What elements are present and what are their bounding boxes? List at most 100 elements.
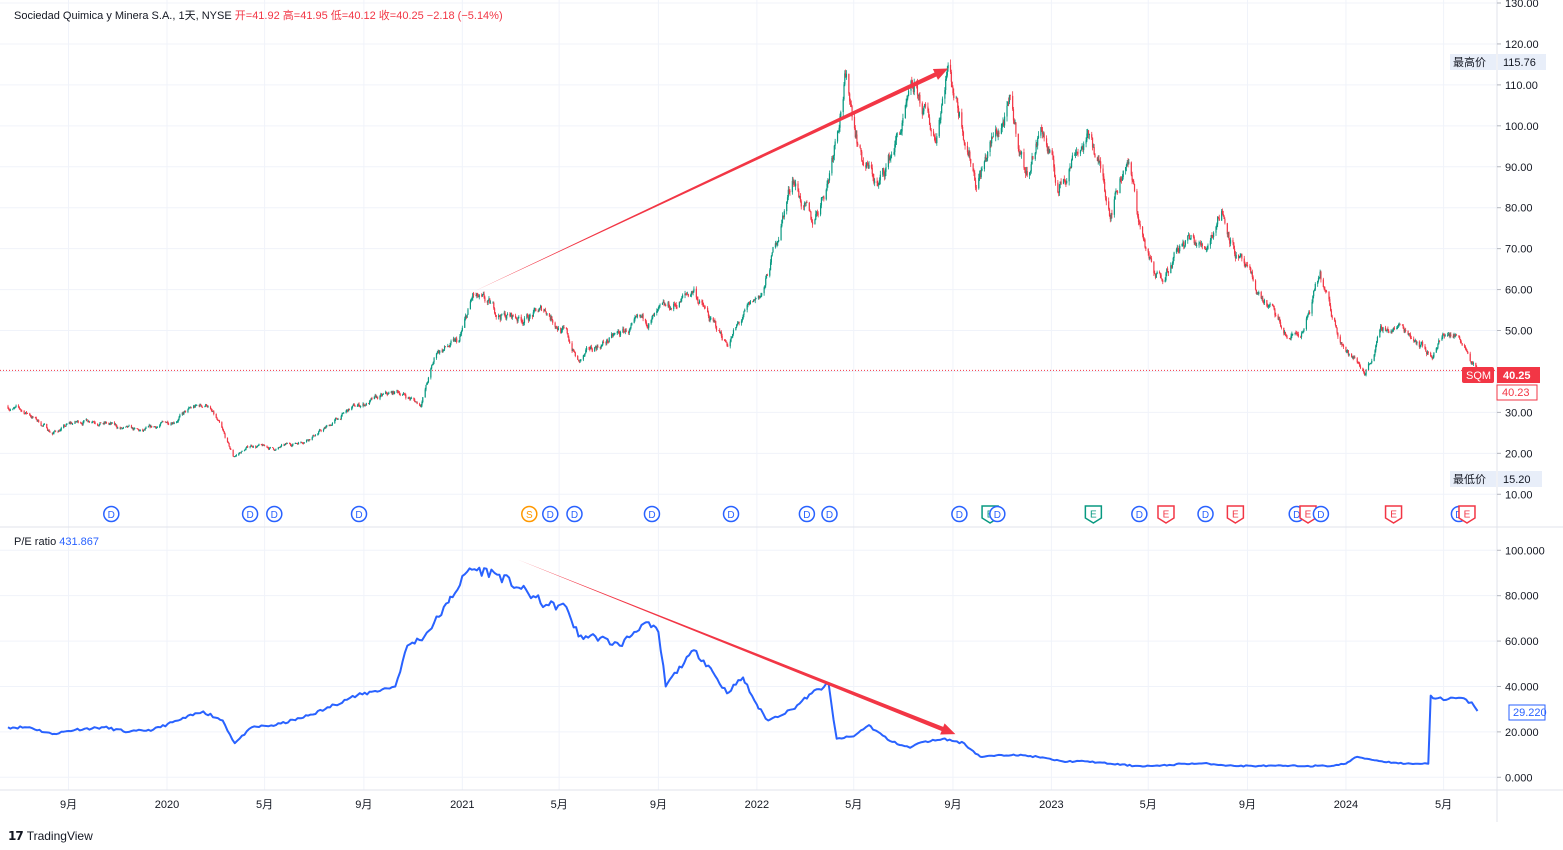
candle-body bbox=[857, 143, 859, 146]
pe-axis[interactable]: 0.000 20.000 40.000 60.000 80.000 100.000 bbox=[1497, 545, 1545, 784]
candle-body bbox=[1345, 346, 1347, 352]
candle-body bbox=[599, 347, 601, 349]
candle-body bbox=[1254, 280, 1257, 290]
candle-body bbox=[1285, 335, 1287, 337]
candle-body bbox=[1093, 147, 1095, 155]
candle-body bbox=[292, 443, 294, 446]
candle-body bbox=[879, 174, 881, 181]
candle-body bbox=[149, 425, 151, 428]
event-marker-d[interactable]: D bbox=[643, 505, 661, 523]
candle-body bbox=[477, 296, 480, 298]
candle-body bbox=[368, 401, 371, 404]
candle-body bbox=[290, 444, 292, 447]
candle-body bbox=[923, 107, 925, 112]
candle-body bbox=[295, 443, 297, 444]
candle-body bbox=[1249, 265, 1251, 268]
event-marker-d[interactable]: D bbox=[1197, 505, 1214, 523]
event-marker-d[interactable]: D bbox=[350, 505, 368, 523]
candle-body bbox=[1337, 332, 1339, 337]
candle-body bbox=[769, 270, 771, 276]
candle-body bbox=[950, 71, 952, 82]
candle-body bbox=[1306, 316, 1308, 319]
candle-body bbox=[583, 355, 585, 357]
candle-body bbox=[887, 155, 889, 168]
candle-body bbox=[667, 302, 669, 307]
candle-body bbox=[1198, 242, 1200, 246]
event-markers[interactable]: DDDDSDDDDDDDEDEDEDEDEDEDE bbox=[103, 505, 1476, 524]
candle-body bbox=[387, 393, 389, 395]
candle-body bbox=[1438, 340, 1441, 342]
candle-body bbox=[1358, 363, 1360, 364]
candle-body bbox=[1342, 345, 1345, 347]
candle-body bbox=[1419, 345, 1421, 347]
candle-body bbox=[668, 302, 670, 307]
event-marker-d[interactable]: D bbox=[798, 505, 816, 523]
event-marker-e[interactable]: E bbox=[1299, 505, 1317, 524]
candle-body bbox=[1183, 242, 1185, 247]
ohlc-values: 开=41.92 高=41.95 低=40.12 收=40.25 −2.18 (−… bbox=[234, 10, 503, 22]
candle-body bbox=[266, 445, 268, 448]
candle-body bbox=[623, 328, 625, 332]
candle-body bbox=[151, 425, 153, 428]
candle-body bbox=[949, 64, 952, 72]
candle-body bbox=[865, 165, 867, 168]
event-marker-e[interactable]: E bbox=[1084, 505, 1103, 524]
event-marker-e[interactable]: E bbox=[1384, 505, 1403, 524]
pe-legend[interactable]: P/E ratio 431.867 bbox=[14, 536, 99, 548]
candle-body bbox=[408, 397, 410, 399]
event-marker-d[interactable]: D bbox=[103, 505, 120, 523]
candle-body bbox=[514, 315, 517, 318]
event-marker-d[interactable]: D bbox=[951, 505, 968, 523]
event-marker-d[interactable]: D bbox=[241, 505, 259, 523]
candle-body bbox=[1239, 255, 1241, 257]
candle-body bbox=[1058, 192, 1060, 194]
event-badge bbox=[521, 505, 538, 523]
candle-body bbox=[127, 426, 129, 428]
candle-body bbox=[176, 421, 179, 423]
time-axis[interactable]: 9月 2020 5月 9月 2021 5月 9月 2022 5月 9月 2023 5月 9月 2024 5月 bbox=[60, 799, 1452, 811]
candle-body bbox=[1051, 150, 1053, 155]
event-badge bbox=[1157, 505, 1175, 524]
candle-body bbox=[109, 423, 111, 425]
candle-body bbox=[584, 353, 586, 356]
candle-body bbox=[899, 133, 901, 135]
candle-body bbox=[252, 446, 254, 448]
event-marker-s[interactable]: S bbox=[521, 505, 538, 523]
candle-body bbox=[221, 422, 223, 428]
symbol-legend[interactable]: Sociedad Quimica y Minera S.A., 1天, NYSE… bbox=[14, 10, 503, 22]
candle-body bbox=[849, 93, 851, 102]
event-marker-d[interactable]: D bbox=[722, 505, 740, 523]
candle-body bbox=[205, 404, 208, 406]
candle-body bbox=[1043, 133, 1045, 139]
candle-body bbox=[160, 422, 162, 424]
candle-body bbox=[1470, 360, 1472, 363]
event-marker-d[interactable]: D bbox=[566, 505, 583, 523]
candle-body bbox=[985, 156, 987, 160]
candle-body bbox=[740, 320, 743, 324]
candle-body bbox=[227, 441, 229, 443]
event-marker-d[interactable]: D bbox=[266, 505, 283, 523]
event-marker-e[interactable]: E bbox=[1226, 505, 1245, 524]
event-marker-d[interactable]: D bbox=[989, 505, 1006, 523]
event-marker-d[interactable]: D bbox=[1312, 505, 1330, 523]
candle-body bbox=[1426, 351, 1428, 355]
event-marker-d[interactable]: D bbox=[542, 505, 559, 523]
event-marker-d[interactable]: D bbox=[821, 505, 838, 523]
candle-body bbox=[88, 421, 90, 423]
candle-body bbox=[1448, 334, 1450, 337]
event-badge bbox=[821, 505, 838, 523]
candle-body bbox=[552, 320, 554, 323]
candle-body bbox=[817, 213, 819, 215]
candle-body bbox=[963, 140, 965, 143]
candle-body bbox=[633, 319, 635, 323]
event-marker-e[interactable]: E bbox=[1157, 505, 1175, 524]
event-marker-d[interactable]: D bbox=[1131, 505, 1148, 523]
candle-body bbox=[161, 421, 163, 423]
candle-body bbox=[1188, 235, 1190, 240]
candle-body bbox=[979, 173, 981, 177]
candle-body bbox=[126, 425, 128, 427]
event-marker-e[interactable]: E bbox=[1458, 505, 1476, 524]
candle-body bbox=[776, 242, 778, 245]
brand[interactable]: 𝟭𝟳 TradingView bbox=[8, 829, 93, 843]
